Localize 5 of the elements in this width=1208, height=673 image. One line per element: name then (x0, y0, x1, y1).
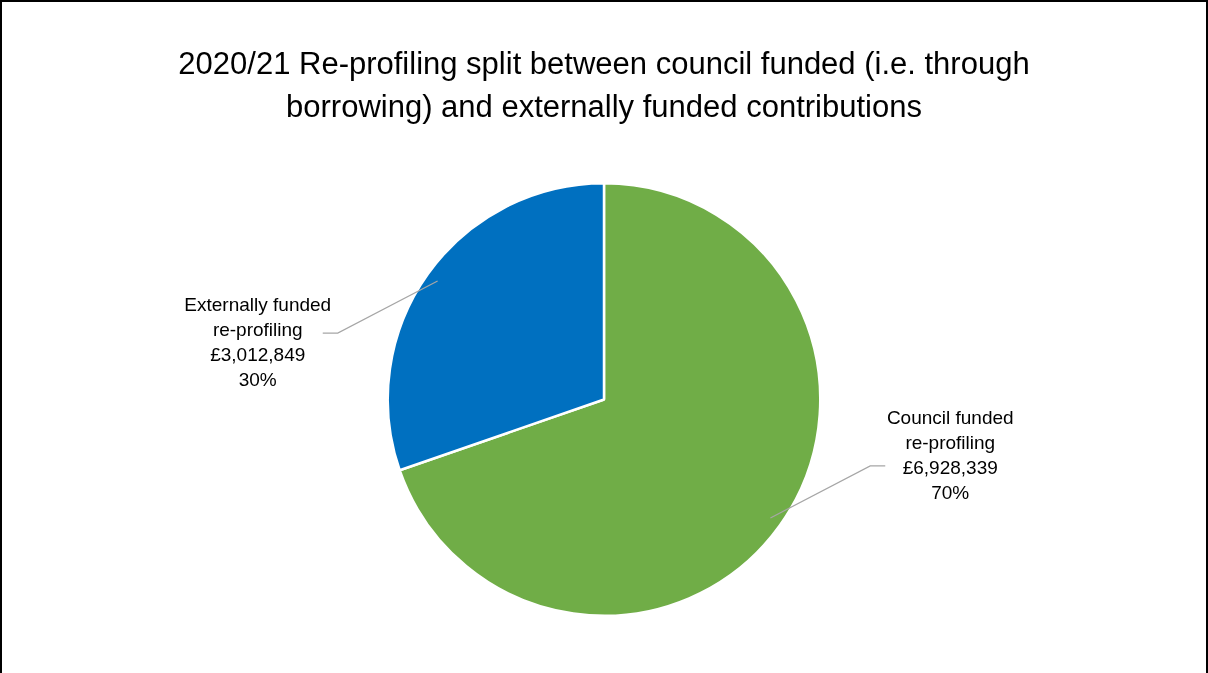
slice-label: Externally funded re-profiling (184, 293, 332, 340)
data-label: £6,928,339 70% (902, 456, 998, 503)
chart-title: 2020/21 Re-profiling split between council funded (i.e. through borrowing) and externally funded contributions (177, 45, 1031, 127)
data-label: £3,012,849 30% (210, 343, 306, 390)
slice-label: Council funded re-profiling (886, 406, 1014, 453)
